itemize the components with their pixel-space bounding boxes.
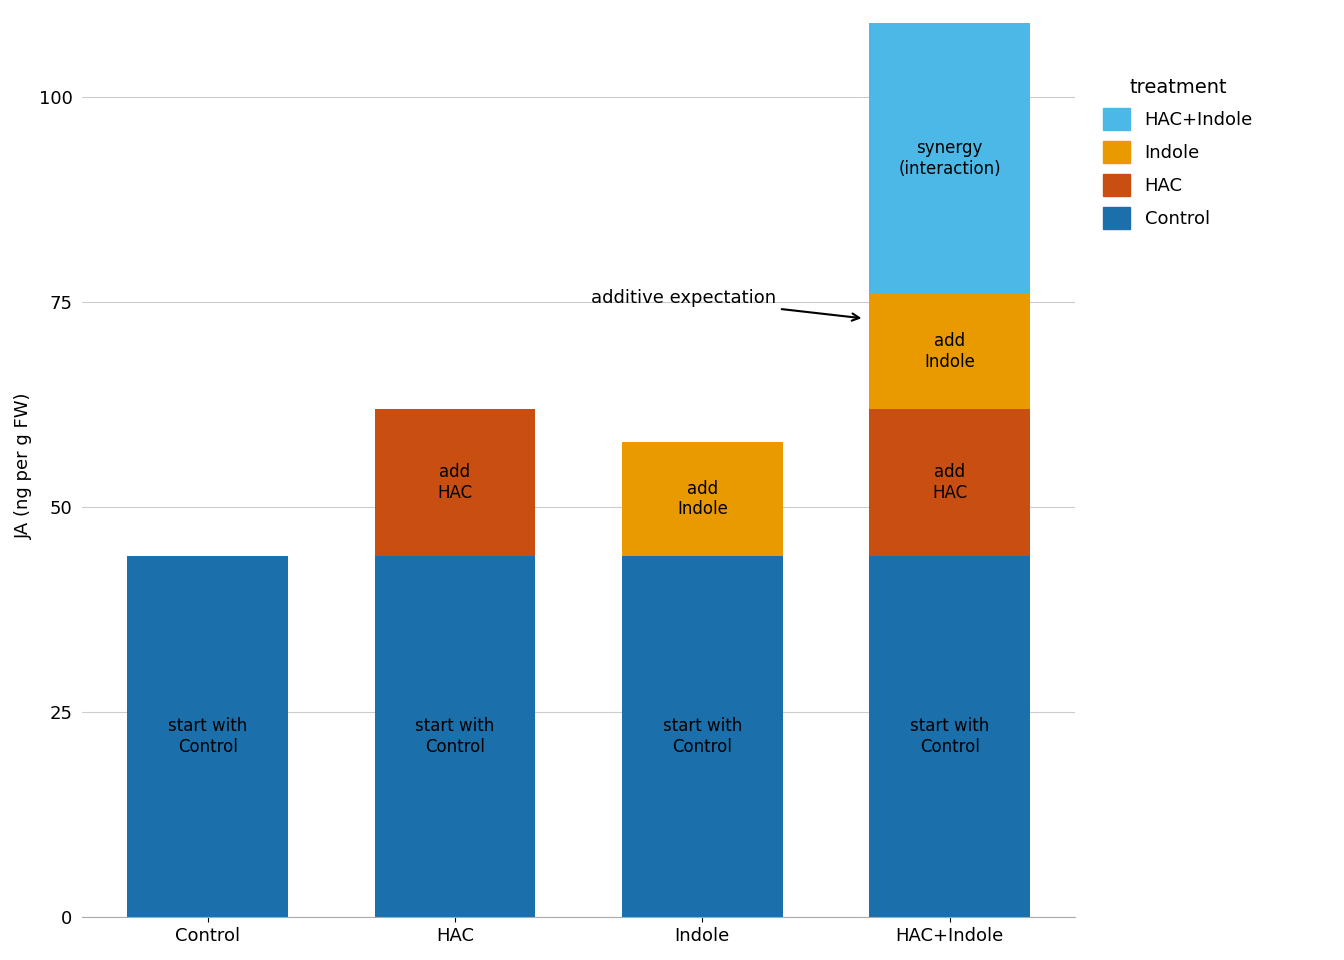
Bar <box>870 409 1030 557</box>
Text: add
Indole: add Indole <box>925 332 976 371</box>
Y-axis label: JA (ng per g FW): JA (ng per g FW) <box>15 393 34 540</box>
Text: start with
Control: start with Control <box>663 717 742 756</box>
Text: start with
Control: start with Control <box>168 717 247 756</box>
Bar <box>375 557 535 917</box>
Text: synergy
(interaction): synergy (interaction) <box>898 139 1001 178</box>
Text: additive expectation: additive expectation <box>591 289 859 321</box>
Text: add
Indole: add Indole <box>677 480 728 518</box>
Bar <box>128 557 288 917</box>
Legend: HAC+Indole, Indole, HAC, Control: HAC+Indole, Indole, HAC, Control <box>1094 69 1262 238</box>
Bar <box>870 294 1030 409</box>
Bar <box>870 557 1030 917</box>
Bar <box>375 409 535 557</box>
Text: add
HAC: add HAC <box>437 463 473 502</box>
Bar <box>622 442 782 557</box>
Bar <box>870 23 1030 294</box>
Text: start with
Control: start with Control <box>415 717 495 756</box>
Text: start with
Control: start with Control <box>910 717 989 756</box>
Bar <box>622 557 782 917</box>
Text: add
HAC: add HAC <box>933 463 968 502</box>
